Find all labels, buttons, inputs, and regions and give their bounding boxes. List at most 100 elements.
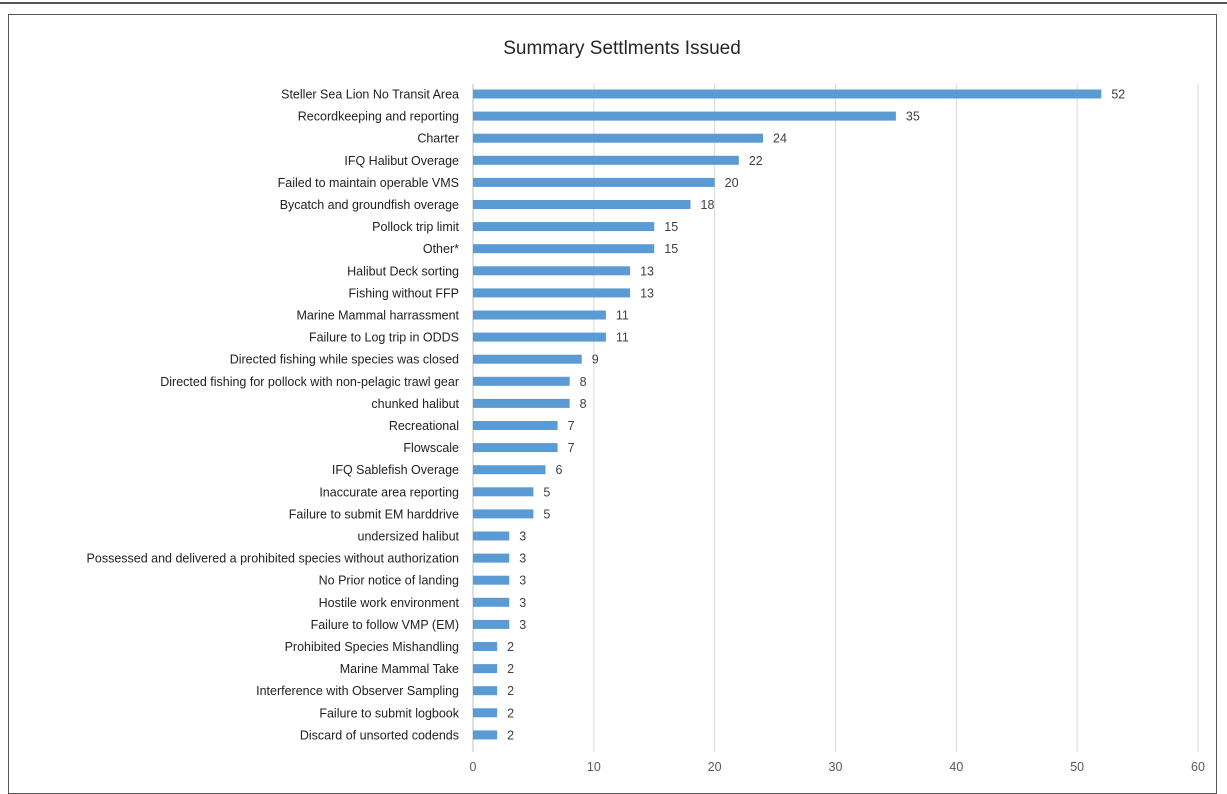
x-tick-label: 0 <box>470 760 477 774</box>
value-label: 3 <box>519 574 526 588</box>
category-label: Recordkeeping and reporting <box>298 110 459 124</box>
value-label: 2 <box>507 706 514 720</box>
value-label: 9 <box>592 353 599 367</box>
category-label: Hostile work environment <box>319 596 460 610</box>
category-label: Halibut Deck sorting <box>347 264 459 278</box>
category-label: Prohibited Species Mishandling <box>285 640 459 654</box>
bar <box>473 89 1102 99</box>
bar <box>473 664 498 674</box>
category-label: Flowscale <box>403 441 459 455</box>
value-label: 13 <box>640 264 654 278</box>
category-label: Recreational <box>389 419 459 433</box>
category-label: Directed fishing while species was close… <box>230 353 459 367</box>
value-label: 18 <box>701 198 715 212</box>
value-label: 15 <box>664 220 678 234</box>
bar <box>473 509 534 519</box>
category-labels: Steller Sea Lion No Transit Area Recordke… <box>87 88 460 743</box>
bar <box>473 619 510 629</box>
bar <box>473 376 570 386</box>
chart-frame <box>8 14 1217 794</box>
value-label: 13 <box>640 286 654 300</box>
bar <box>473 597 510 607</box>
value-label: 2 <box>507 684 514 698</box>
category-label: Inaccurate area reporting <box>319 485 459 499</box>
bar <box>473 310 606 320</box>
bar <box>473 465 546 475</box>
bar <box>473 177 715 187</box>
chart-title: Summary Settlments Issued <box>503 38 741 59</box>
x-axis-ticks: 0 10 20 30 40 50 60 <box>470 760 1205 774</box>
value-label: 3 <box>519 552 526 566</box>
category-label: Bycatch and groundfish overage <box>280 198 459 212</box>
bar <box>473 642 498 651</box>
value-label: 22 <box>749 154 763 168</box>
category-label: Failure to submit logbook <box>319 706 459 720</box>
value-label: 20 <box>725 176 739 190</box>
bar <box>473 421 558 430</box>
bar <box>473 133 763 143</box>
category-label: Failure to submit EM harddrive <box>289 507 459 521</box>
value-label: 3 <box>519 618 526 632</box>
value-label: 52 <box>1111 88 1125 102</box>
x-tick-label: 60 <box>1191 760 1205 774</box>
value-label: 2 <box>507 728 514 742</box>
category-label: Possessed and delivered a prohibited spe… <box>87 552 460 566</box>
bar <box>473 111 896 121</box>
bar <box>473 244 655 254</box>
category-label: Discard of unsorted codends <box>300 728 459 742</box>
bar <box>473 730 498 740</box>
value-label: 6 <box>556 463 563 477</box>
bar <box>473 155 739 165</box>
category-label: Marine Mammal Take <box>340 662 459 676</box>
category-label: Failure to Log trip in ODDS <box>309 331 459 345</box>
bar <box>473 354 582 364</box>
category-label: Steller Sea Lion No Transit Area <box>281 88 459 102</box>
bar <box>473 288 631 298</box>
value-label: 15 <box>664 242 678 256</box>
category-label: chunked halibut <box>371 397 459 411</box>
value-label: 5 <box>543 507 550 521</box>
top-border-line <box>0 2 1227 4</box>
value-label: 7 <box>568 419 575 433</box>
x-tick-label: 10 <box>587 760 601 774</box>
bar <box>473 443 558 453</box>
value-label: 24 <box>773 132 787 146</box>
value-label: 11 <box>616 331 629 345</box>
bar <box>473 575 510 585</box>
gridlines <box>472 84 1199 752</box>
category-label: Pollock trip limit <box>372 220 459 234</box>
value-label: 8 <box>580 375 587 389</box>
bar <box>473 708 498 718</box>
x-tick-label: 20 <box>708 760 722 774</box>
value-label: 3 <box>519 530 526 544</box>
value-label: 8 <box>580 397 587 411</box>
bar <box>473 398 570 408</box>
x-tick-label: 50 <box>1070 760 1084 774</box>
category-label: Failed to maintain operable VMS <box>278 176 459 190</box>
value-label: 2 <box>507 640 514 654</box>
value-label: 2 <box>507 662 514 676</box>
category-label: Directed fishing for pollock with non-pe… <box>160 375 459 389</box>
category-label: IFQ Sablefish Overage <box>332 463 459 477</box>
category-label: Interference with Observer Sampling <box>256 684 459 698</box>
bar <box>473 553 510 563</box>
bars <box>473 89 1102 740</box>
bar <box>473 332 606 342</box>
category-label: undersized halibut <box>358 530 460 544</box>
bar <box>473 200 691 209</box>
bar <box>473 531 510 541</box>
bar <box>473 266 631 276</box>
value-label: 35 <box>906 110 920 124</box>
category-label: Marine Mammal harrassment <box>296 309 459 323</box>
category-label: Charter <box>417 132 459 146</box>
category-label: Fishing without FFP <box>349 286 459 300</box>
category-label: IFQ Halibut Overage <box>344 154 459 168</box>
value-label: 11 <box>616 309 629 323</box>
value-labels: 5235242220181515131311119887765533333222… <box>507 88 1125 743</box>
bar <box>473 487 534 497</box>
x-tick-label: 40 <box>949 760 963 774</box>
x-tick-label: 30 <box>829 760 843 774</box>
value-label: 5 <box>543 485 550 499</box>
value-label: 7 <box>568 441 575 455</box>
